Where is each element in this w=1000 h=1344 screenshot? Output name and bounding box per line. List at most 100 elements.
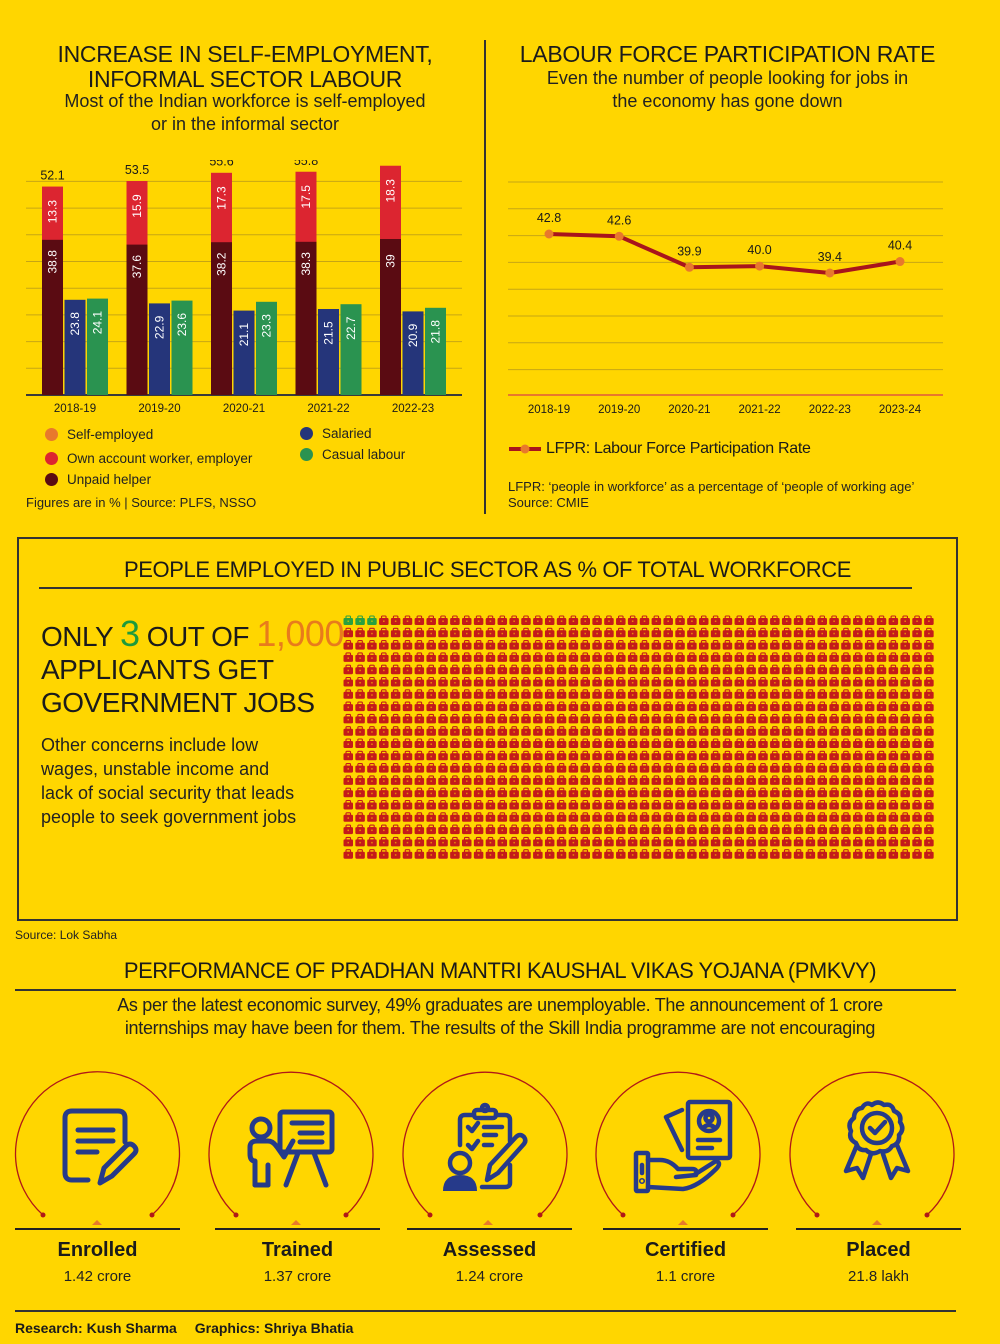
briefcase-clasp	[430, 817, 432, 819]
briefcase-icon	[710, 738, 721, 748]
briefcase-icon	[544, 750, 555, 761]
briefcase-handle	[665, 640, 672, 644]
briefcase-icon	[556, 689, 567, 699]
briefcase-handle	[487, 799, 494, 804]
briefcase-handle	[795, 836, 802, 841]
bar-casual-labour	[87, 298, 108, 395]
briefcase-icon	[793, 676, 804, 687]
briefcase-icon	[912, 713, 922, 724]
briefcase-clasp	[880, 669, 883, 672]
briefcase-handle	[653, 664, 660, 669]
briefcase-handle	[677, 676, 683, 681]
briefcase-icon	[639, 824, 650, 835]
lfpr-point-label: 39.9	[677, 244, 701, 258]
briefcase-clasp	[821, 817, 823, 819]
briefcase-handle	[487, 664, 494, 669]
briefcase-icon	[355, 627, 365, 638]
briefcase-clasp	[928, 792, 930, 795]
briefcase-handle	[866, 750, 873, 755]
briefcase-clasp	[525, 731, 527, 733]
briefcase-clasp	[584, 854, 586, 856]
briefcase-clasp	[477, 632, 480, 635]
briefcase-clasp	[904, 669, 906, 672]
briefcase-handle	[416, 664, 423, 669]
briefcase-handle	[511, 664, 517, 669]
briefcase-handle	[558, 689, 565, 693]
briefcase-icon	[521, 750, 531, 761]
briefcase-clasp	[892, 620, 895, 622]
briefcase-icon	[734, 615, 745, 625]
briefcase-icon	[402, 676, 413, 687]
briefcase-clasp	[359, 718, 361, 721]
briefcase-handle	[665, 627, 672, 632]
briefcase-clasp	[667, 817, 669, 819]
briefcase-icon	[627, 775, 638, 785]
briefcase-handle	[795, 689, 802, 693]
briefcase-handle	[914, 836, 920, 841]
briefcase-icon	[829, 627, 839, 638]
briefcase-handle	[487, 689, 494, 693]
briefcase-icon	[450, 627, 460, 638]
briefcase-handle	[345, 701, 352, 706]
briefcase-handle	[807, 738, 814, 743]
briefcase-clasp	[726, 829, 729, 832]
briefcase-clasp	[880, 805, 883, 807]
briefcase-icon	[355, 763, 365, 773]
briefcase-clasp	[501, 632, 504, 635]
briefcase-clasp	[596, 792, 598, 795]
briefcase-handle	[866, 824, 873, 829]
briefcase-handle	[629, 726, 636, 730]
briefcase-handle	[535, 664, 541, 669]
briefcase-clasp	[785, 792, 788, 795]
briefcase-handle	[369, 763, 375, 767]
briefcase-icon	[402, 738, 413, 748]
briefcase-clasp	[442, 620, 444, 622]
briefcase-icon	[402, 849, 413, 859]
briefcase-handle	[499, 689, 506, 693]
briefcase-handle	[511, 652, 517, 657]
briefcase-handle	[677, 836, 683, 841]
briefcase-handle	[807, 849, 814, 853]
briefcase-clasp	[916, 854, 918, 856]
briefcase-clasp	[845, 620, 847, 622]
briefcase-clasp	[572, 706, 575, 709]
briefcase-icon	[675, 836, 685, 847]
briefcase-icon	[770, 799, 780, 810]
briefcase-clasp	[726, 706, 729, 709]
briefcase-clasp	[892, 706, 895, 709]
briefcase-clasp	[572, 780, 575, 782]
briefcase-handle	[653, 676, 660, 681]
briefcase-icon	[746, 689, 756, 699]
briefcase-icon	[426, 627, 436, 638]
briefcase-icon	[651, 849, 662, 859]
briefcase-icon	[355, 849, 365, 859]
briefcase-clasp	[797, 780, 800, 782]
briefcase-clasp	[418, 841, 421, 844]
briefcase-clasp	[525, 669, 527, 672]
briefcase-clasp	[833, 645, 835, 647]
briefcase-clasp	[774, 718, 776, 721]
briefcase-clasp	[489, 657, 492, 659]
briefcase-icon	[687, 713, 697, 724]
briefcase-clasp	[821, 620, 823, 622]
briefcase-clasp	[904, 829, 906, 832]
briefcase-clasp	[620, 805, 622, 807]
briefcase-handle	[653, 615, 660, 620]
briefcase-clasp	[406, 731, 409, 733]
briefcase-handle	[878, 689, 885, 693]
briefcase-icon	[568, 627, 579, 638]
briefcase-clasp	[477, 657, 480, 659]
briefcase-handle	[594, 701, 600, 706]
briefcase-handle	[606, 627, 612, 632]
bar-label-total: 52.1	[40, 169, 64, 183]
bar-label-unpaid-helper: 38.8	[46, 250, 60, 274]
briefcase-icon	[734, 689, 745, 699]
briefcase-clasp	[394, 718, 397, 721]
briefcase-handle	[854, 627, 861, 632]
briefcase-clasp	[537, 669, 539, 672]
briefcase-icon	[533, 713, 543, 724]
briefcase-handle	[511, 787, 517, 792]
briefcase-clasp	[383, 718, 385, 721]
briefcase-icon	[367, 836, 377, 847]
briefcase-handle	[404, 836, 411, 841]
